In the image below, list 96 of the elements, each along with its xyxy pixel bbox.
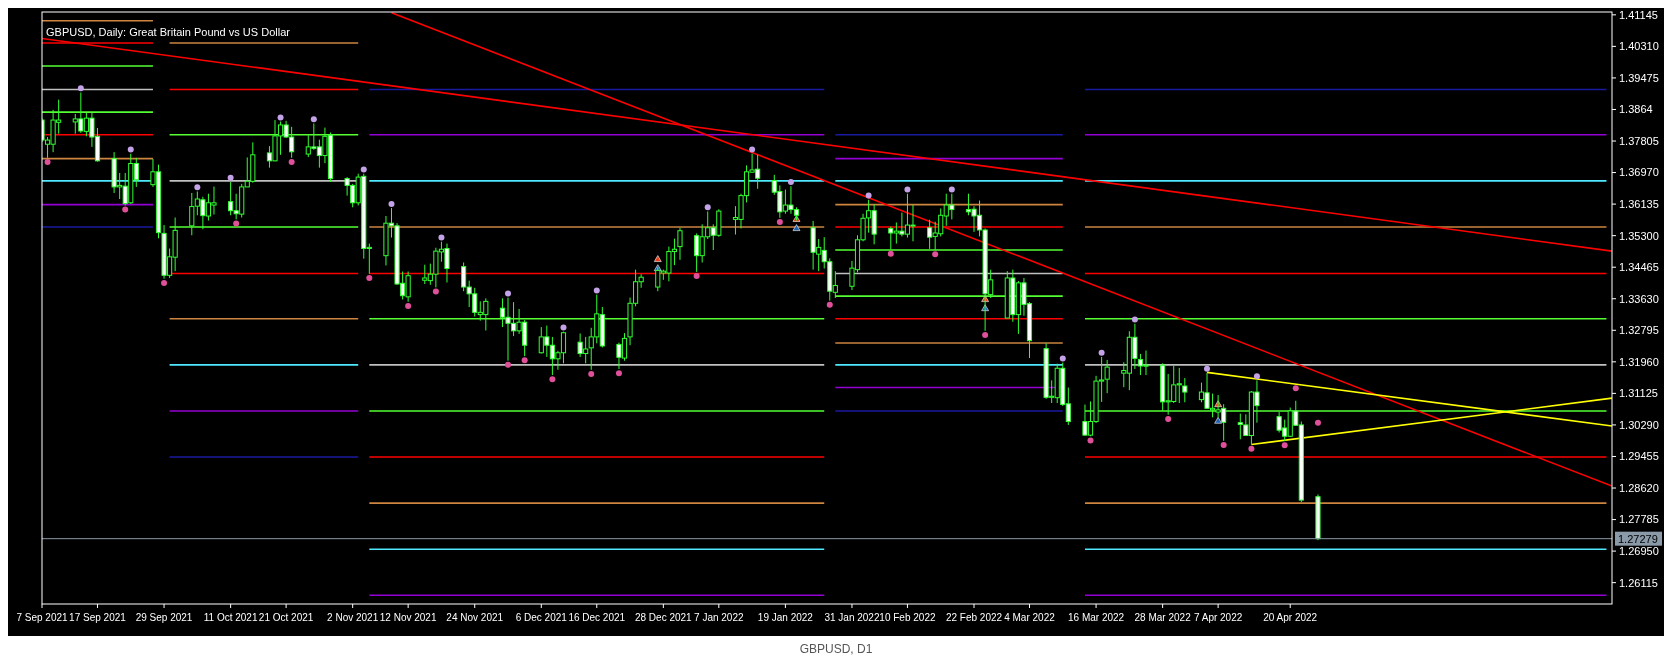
x-tick-label: 7 Jan 2022 [694,612,744,623]
y-tick-label: 1.26950 [1619,544,1659,557]
point [792,224,801,231]
point [288,158,295,165]
text: GBPUSD, Daily: Great Britain Pound vs US Dollar [46,26,291,38]
text: GBPUSD, D1 [799,642,873,656]
y-tick-label: 1.37805 [1619,134,1659,147]
point [704,204,711,211]
point [1314,419,1321,426]
x-tick-label: 10 Feb 2022 [879,612,936,623]
y-tick-label: 1.33630 [1619,292,1659,305]
x-tick-label: 4 Mar 2022 [1004,612,1056,623]
x-tick-label: 7 Sep 2021 [16,612,69,623]
point [693,273,700,280]
point [77,85,84,92]
point [887,250,894,257]
point [549,376,556,383]
point [360,166,367,173]
x-tick-label: 21 Oct 2021 [258,612,314,623]
y-tick-label: 1.40310 [1619,40,1659,53]
y-tick-label: 1.34465 [1619,261,1659,274]
point [1248,445,1255,452]
point [1253,373,1260,380]
y-tick-label: 1.41145 [1619,8,1658,21]
x-tick-label: 29 Sep 2021 [135,612,193,623]
y-tick-label: 1.28620 [1619,481,1659,494]
y-tick-label: 1.27785 [1619,513,1659,526]
x-tick-label: 17 Sep 2021 [69,612,127,623]
x-tick-label: 28 Mar 2022 [1134,612,1192,623]
point [654,255,662,262]
y-tick-label: 1.31125 [1619,387,1658,400]
x-tick-label: 12 Nov 2021 [379,612,437,623]
x-tick-label: 6 Dec 2021 [515,612,568,623]
y-tick-label: 1.39475 [1619,71,1659,84]
point [1214,416,1222,424]
point [366,274,373,281]
point [122,206,129,213]
point [310,116,317,123]
y-tick-label: 1.3864 [1619,103,1653,116]
point [405,302,412,309]
point [438,234,445,241]
y-tick-label: 1.30290 [1619,418,1659,431]
point [787,179,794,186]
point [1098,349,1105,356]
point [1292,385,1299,392]
point [904,186,911,193]
x-tick-label: 16 Dec 2021 [568,612,626,623]
x-tick-label: 2 Nov 2021 [327,612,379,623]
y-tick-label: 1.35300 [1619,229,1659,242]
x-tick-label: 22 Feb 2022 [945,612,1003,623]
x-tick-label: 28 Dec 2021 [634,612,693,623]
y-tick-label: 1.36970 [1619,166,1659,179]
point [1204,365,1211,372]
y-tick-label: 1.36135 [1619,197,1659,210]
y-tick-label: 1.32795 [1619,324,1659,337]
x-tick-label: 7 Apr 2022 [1193,612,1243,623]
point [277,114,284,121]
y-tick-label: 1.31960 [1619,355,1659,368]
point [194,184,201,191]
point [1059,355,1066,362]
point [826,301,833,308]
y-tick-label: 1.26115 [1619,576,1658,589]
point [932,251,939,258]
point [615,370,622,377]
point [1165,415,1172,422]
x-tick-label: 16 Mar 2022 [1067,612,1125,623]
point [749,146,756,153]
point [560,324,567,331]
point [227,174,234,181]
ref-line-label: 1.27279 [1618,532,1658,545]
x-tick-label: 20 Apr 2022 [1263,612,1318,623]
candlestick [677,227,683,261]
y-tick-label: 1.29455 [1619,450,1659,463]
point [593,287,600,294]
point [588,370,595,377]
point [44,158,51,165]
point [127,146,134,153]
point [161,279,168,286]
x-tick-label: 11 Oct 2021 [203,612,258,623]
x-tick-label: 19 Jan 2022 [757,612,814,623]
point [1131,316,1138,323]
point [1281,442,1288,449]
point [388,200,395,207]
point [865,192,872,199]
point [505,361,512,368]
point [432,288,439,295]
point [521,357,528,364]
x-tick-label: 31 Jan 2022 [824,612,880,623]
point [1087,437,1094,444]
point [948,186,955,193]
point [505,290,512,297]
point [1220,441,1227,448]
point [982,332,989,339]
point [233,220,240,227]
point [776,219,783,226]
x-tick-label: 24 Nov 2021 [446,612,504,623]
